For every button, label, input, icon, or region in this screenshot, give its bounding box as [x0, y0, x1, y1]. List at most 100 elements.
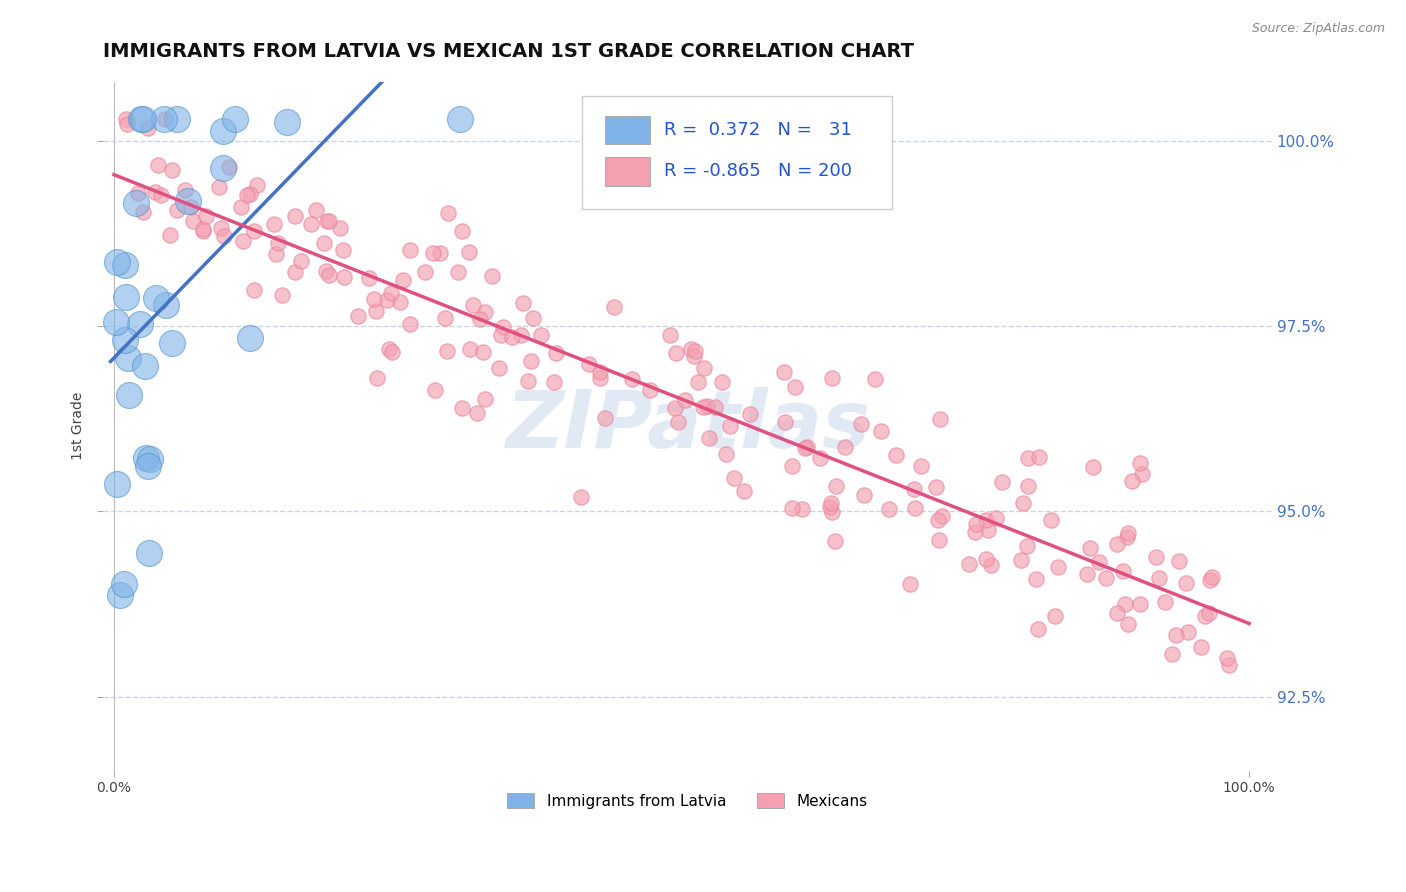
- FancyBboxPatch shape: [606, 157, 650, 186]
- Point: [232, 235, 254, 249]
- Point: [212, 161, 235, 175]
- Point: [239, 331, 262, 345]
- Point: [267, 235, 290, 250]
- Point: [692, 400, 714, 414]
- Point: [118, 388, 141, 402]
- Point: [481, 268, 503, 283]
- Point: [780, 500, 803, 515]
- Point: [796, 440, 818, 454]
- Point: [155, 298, 177, 312]
- Point: [470, 312, 492, 326]
- Point: [834, 440, 856, 454]
- Point: [1201, 570, 1223, 584]
- Point: [1081, 459, 1104, 474]
- Point: [984, 510, 1007, 524]
- Point: [492, 319, 515, 334]
- Point: [153, 112, 176, 126]
- Point: [437, 206, 460, 220]
- Point: [359, 271, 381, 285]
- Point: [112, 577, 135, 591]
- Point: [488, 360, 510, 375]
- Point: [931, 508, 953, 523]
- Point: [884, 448, 907, 462]
- Point: [1130, 467, 1153, 481]
- Text: Source: ZipAtlas.com: Source: ZipAtlas.com: [1251, 22, 1385, 36]
- Point: [162, 336, 184, 351]
- Point: [236, 187, 259, 202]
- Point: [820, 500, 842, 514]
- Point: [1153, 595, 1175, 609]
- Point: [129, 317, 152, 331]
- Point: [1026, 622, 1049, 636]
- Point: [693, 360, 716, 375]
- Point: [681, 342, 703, 356]
- Point: [458, 343, 481, 357]
- Point: [155, 112, 177, 126]
- Point: [451, 401, 474, 416]
- Text: ZIPatlas: ZIPatlas: [505, 387, 870, 466]
- Point: [132, 204, 155, 219]
- Point: [318, 213, 340, 227]
- Point: [928, 411, 950, 425]
- Point: [714, 447, 737, 461]
- Point: [686, 375, 709, 389]
- Point: [366, 370, 388, 384]
- Point: [603, 300, 626, 314]
- Point: [332, 243, 354, 257]
- Point: [263, 217, 285, 231]
- Point: [820, 371, 842, 385]
- Point: [1094, 571, 1116, 585]
- Point: [673, 392, 696, 407]
- Point: [710, 375, 733, 389]
- Point: [1194, 608, 1216, 623]
- Point: [696, 399, 718, 413]
- Point: [927, 513, 949, 527]
- Y-axis label: 1st Grade: 1st Grade: [72, 392, 86, 460]
- Point: [928, 533, 950, 548]
- Point: [136, 459, 159, 474]
- Point: [792, 501, 814, 516]
- Point: [160, 163, 183, 178]
- Point: [434, 310, 457, 325]
- Point: [1105, 607, 1128, 621]
- Point: [276, 114, 298, 128]
- Point: [177, 194, 200, 209]
- Point: [522, 311, 544, 326]
- Point: [218, 160, 240, 174]
- Point: [136, 120, 159, 135]
- Point: [668, 415, 690, 429]
- Point: [980, 558, 1002, 572]
- Point: [740, 407, 762, 421]
- Point: [461, 297, 484, 311]
- Point: [877, 501, 900, 516]
- Point: [193, 224, 215, 238]
- Point: [703, 400, 725, 414]
- Point: [166, 203, 188, 218]
- Point: [1121, 474, 1143, 488]
- Point: [474, 305, 496, 319]
- Point: [450, 224, 472, 238]
- Point: [134, 359, 156, 373]
- Point: [129, 112, 152, 126]
- Point: [1017, 539, 1039, 553]
- Point: [870, 424, 893, 438]
- Text: R = -0.865   N = 200: R = -0.865 N = 200: [664, 162, 852, 180]
- Point: [851, 417, 873, 431]
- Point: [621, 372, 644, 386]
- Point: [364, 303, 387, 318]
- Point: [166, 112, 188, 126]
- Point: [284, 265, 307, 279]
- Point: [512, 296, 534, 310]
- Point: [148, 158, 170, 172]
- Point: [191, 222, 214, 236]
- Point: [1116, 525, 1139, 540]
- Point: [209, 221, 232, 235]
- Point: [578, 357, 600, 371]
- Point: [105, 477, 128, 491]
- Point: [180, 200, 202, 214]
- Point: [290, 253, 312, 268]
- Point: [903, 483, 925, 497]
- Point: [820, 505, 842, 519]
- Point: [399, 317, 422, 331]
- Point: [150, 188, 173, 202]
